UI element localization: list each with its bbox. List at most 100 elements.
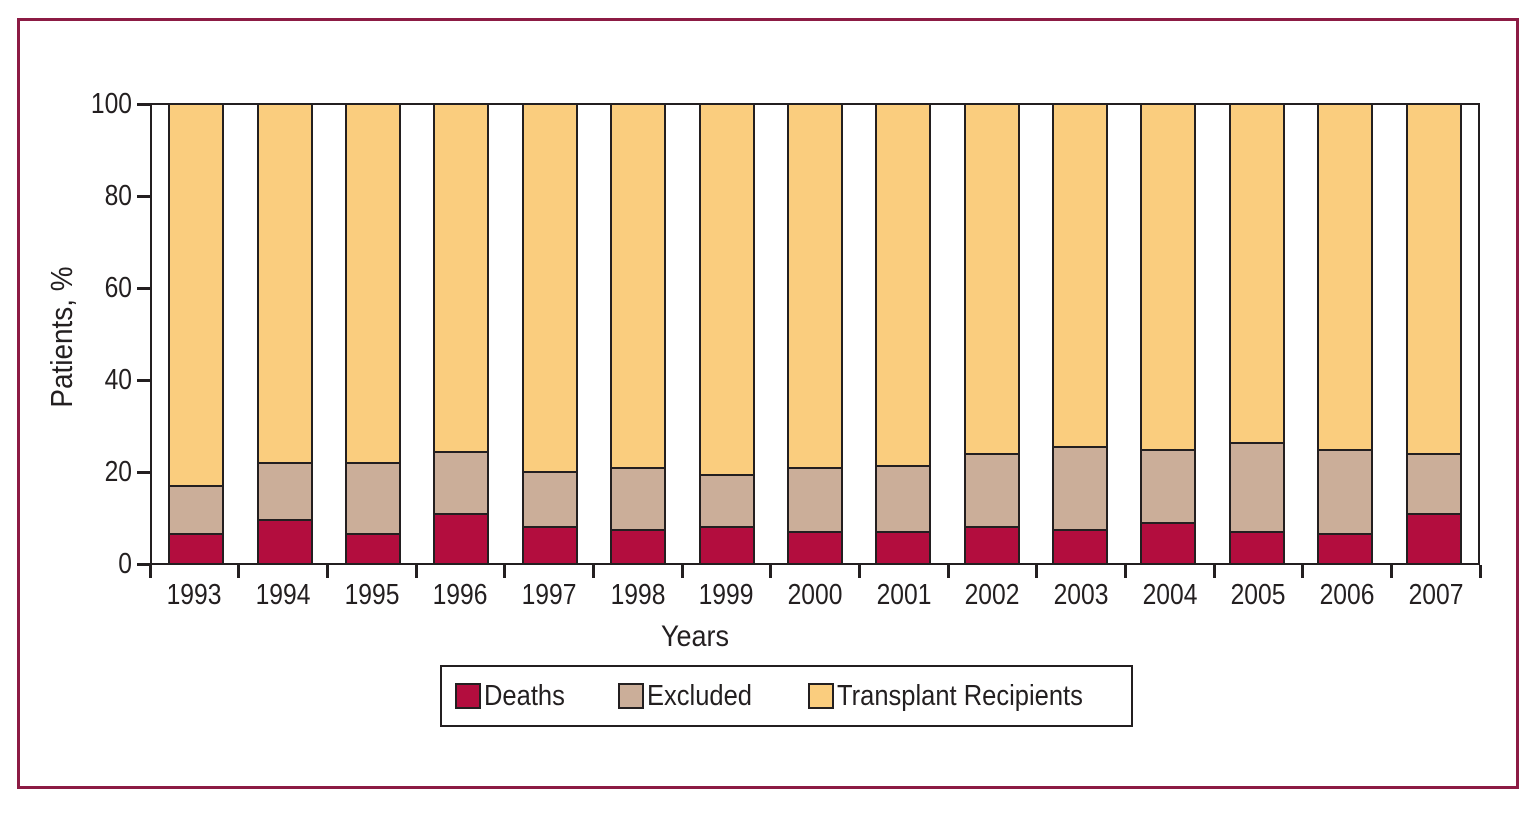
- legend-box: Deaths Excluded Transplant Recipients: [440, 665, 1133, 727]
- x-tick-13: [1301, 565, 1305, 578]
- x-tick-label-2005: 2005: [1230, 579, 1286, 611]
- x-tick-7: [769, 565, 773, 578]
- legend-label: Transplant Recipients: [837, 680, 1084, 712]
- y-tick-100: [137, 102, 150, 106]
- x-tick-label-2000: 2000: [787, 579, 843, 611]
- segment-excluded-2002: [965, 453, 1018, 527]
- segment-transplant-recipients-2001: [877, 105, 930, 465]
- x-tick-0: [148, 565, 152, 578]
- x-tick-4: [503, 565, 507, 578]
- segment-deaths-1998: [612, 528, 665, 563]
- segment-excluded-1993: [170, 485, 223, 534]
- bar-2004: [1140, 105, 1197, 563]
- x-tick-label-1998: 1998: [610, 579, 666, 611]
- segment-deaths-1993: [170, 533, 223, 563]
- x-tick-label-2007: 2007: [1408, 579, 1464, 611]
- segment-excluded-1995: [346, 462, 399, 534]
- y-axis-title: Patients, %: [44, 266, 79, 408]
- y-tick-label-0: 0: [118, 548, 132, 580]
- x-tick-label-1995: 1995: [344, 579, 400, 611]
- y-tick-40: [137, 378, 150, 382]
- x-tick-label-1993: 1993: [166, 579, 222, 611]
- legend-swatch-deaths-icon: [455, 683, 481, 709]
- bar-1996: [433, 105, 490, 563]
- segment-deaths-2002: [965, 526, 1018, 563]
- segment-transplant-recipients-1993: [170, 105, 223, 486]
- x-tick-3: [414, 565, 418, 578]
- x-tick-label-2002: 2002: [964, 579, 1020, 611]
- segment-excluded-2003: [1054, 446, 1107, 529]
- segment-excluded-1998: [612, 466, 665, 529]
- x-tick-12: [1212, 565, 1216, 578]
- y-tick-60: [137, 286, 150, 290]
- bars-container: [152, 105, 1478, 563]
- bar-1995: [344, 105, 401, 563]
- x-axis-title: Years: [660, 620, 730, 653]
- bar-1998: [610, 105, 667, 563]
- legend-label: Excluded: [646, 680, 752, 712]
- segment-deaths-1996: [435, 512, 488, 563]
- segment-excluded-2004: [1142, 448, 1195, 522]
- x-tick-label-1997: 1997: [521, 579, 577, 611]
- plot-area: [150, 103, 1480, 565]
- segment-deaths-2000: [788, 530, 841, 563]
- bar-2003: [1052, 105, 1109, 563]
- segment-deaths-1994: [258, 519, 311, 563]
- bar-2001: [875, 105, 932, 563]
- x-tick-8: [857, 565, 861, 578]
- segment-deaths-2005: [1230, 530, 1283, 563]
- x-tick-15: [1478, 565, 1482, 578]
- x-tick-label-2001: 2001: [876, 579, 932, 611]
- segment-transplant-recipients-2006: [1319, 105, 1372, 449]
- segment-excluded-1999: [700, 473, 753, 527]
- legend-item-excluded: Excluded: [617, 680, 766, 712]
- segment-transplant-recipients-1998: [612, 105, 665, 467]
- y-tick-label-40: 40: [104, 364, 132, 396]
- segment-excluded-1994: [258, 462, 311, 520]
- x-tick-11: [1123, 565, 1127, 578]
- segment-excluded-1996: [435, 450, 488, 513]
- segment-excluded-1997: [523, 471, 576, 527]
- y-tick-20: [137, 470, 150, 474]
- x-tick-5: [591, 565, 595, 578]
- legend-swatch-transplant-recipients-icon: [808, 683, 835, 709]
- legend-label: Deaths: [484, 680, 565, 712]
- segment-transplant-recipients-2004: [1142, 105, 1195, 449]
- y-tick-80: [137, 194, 150, 198]
- segment-transplant-recipients-1995: [346, 105, 399, 463]
- x-tick-10: [1035, 565, 1039, 578]
- segment-deaths-2004: [1142, 521, 1195, 563]
- bar-1999: [698, 105, 755, 563]
- segment-transplant-recipients-1997: [523, 105, 576, 472]
- segment-deaths-2003: [1054, 528, 1107, 563]
- x-tick-label-1996: 1996: [432, 579, 488, 611]
- segment-transplant-recipients-1994: [258, 105, 311, 463]
- x-tick-14: [1389, 565, 1393, 578]
- bar-1997: [521, 105, 578, 563]
- x-tick-label-1999: 1999: [698, 579, 754, 611]
- segment-deaths-1999: [700, 526, 753, 563]
- legend-item-transplant-recipients: Transplant Recipients: [808, 681, 1116, 711]
- y-tick-label-60: 60: [104, 272, 132, 304]
- x-tick-label-2006: 2006: [1319, 579, 1375, 611]
- bar-2002: [963, 105, 1020, 563]
- segment-deaths-1995: [346, 533, 399, 563]
- bar-2006: [1317, 105, 1374, 563]
- legend-swatch-excluded-icon: [617, 683, 644, 709]
- segment-transplant-recipients-2005: [1230, 105, 1283, 442]
- legend-item-deaths: Deaths: [455, 681, 576, 711]
- x-tick-1: [237, 565, 241, 578]
- segment-transplant-recipients-2000: [788, 105, 841, 467]
- bar-2000: [786, 105, 843, 563]
- segment-deaths-1997: [523, 526, 576, 563]
- bar-2005: [1228, 105, 1285, 563]
- segment-transplant-recipients-2003: [1054, 105, 1107, 447]
- segment-transplant-recipients-2007: [1407, 105, 1460, 454]
- segment-excluded-2000: [788, 466, 841, 531]
- bar-2007: [1405, 105, 1462, 563]
- segment-excluded-2001: [877, 464, 930, 531]
- y-tick-label-100: 100: [90, 88, 132, 120]
- segment-excluded-2007: [1407, 453, 1460, 513]
- bar-1993: [168, 105, 225, 563]
- x-tick-label-2004: 2004: [1142, 579, 1198, 611]
